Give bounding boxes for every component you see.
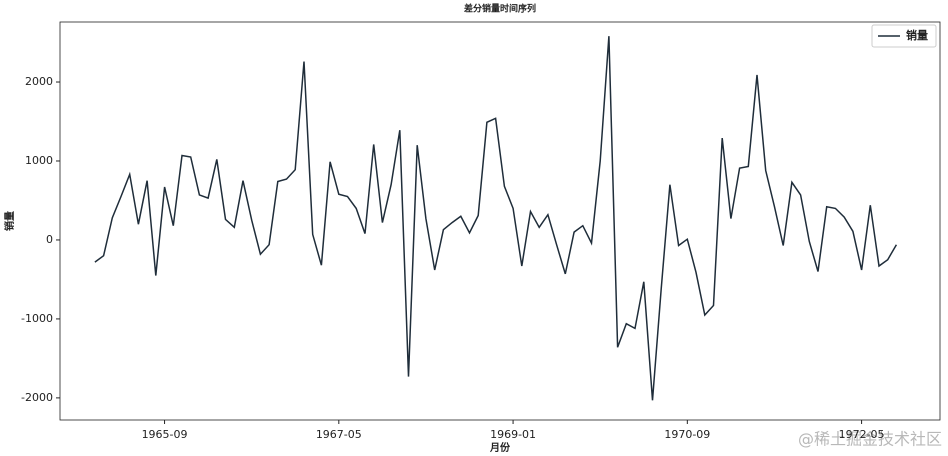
- x-tick-label: 1965-09: [142, 428, 188, 441]
- x-tick-label: 1967-05: [316, 428, 362, 441]
- legend-label: 销量: [906, 28, 928, 42]
- x-tick-label: 1970-09: [664, 428, 710, 441]
- y-tick-label: 0: [46, 233, 53, 246]
- x-axis-label: 月份: [489, 441, 511, 454]
- watermark: @稀土掘金技术社区: [798, 430, 942, 449]
- data-line: [94, 36, 898, 401]
- y-tick-label: 2000: [25, 75, 53, 88]
- plot-frame: [59, 21, 941, 421]
- x-tick-label: 1969-01: [490, 428, 536, 441]
- y-tick-label: -2000: [21, 391, 53, 404]
- legend-box: [871, 24, 937, 48]
- y-tick-label: 1000: [25, 154, 53, 167]
- y-axis-label: 销量: [3, 211, 16, 231]
- chart-title: 差分销量时间序列: [464, 3, 536, 15]
- y-tick-label: -1000: [21, 312, 53, 325]
- x-tick-label: 1972-05: [839, 428, 885, 441]
